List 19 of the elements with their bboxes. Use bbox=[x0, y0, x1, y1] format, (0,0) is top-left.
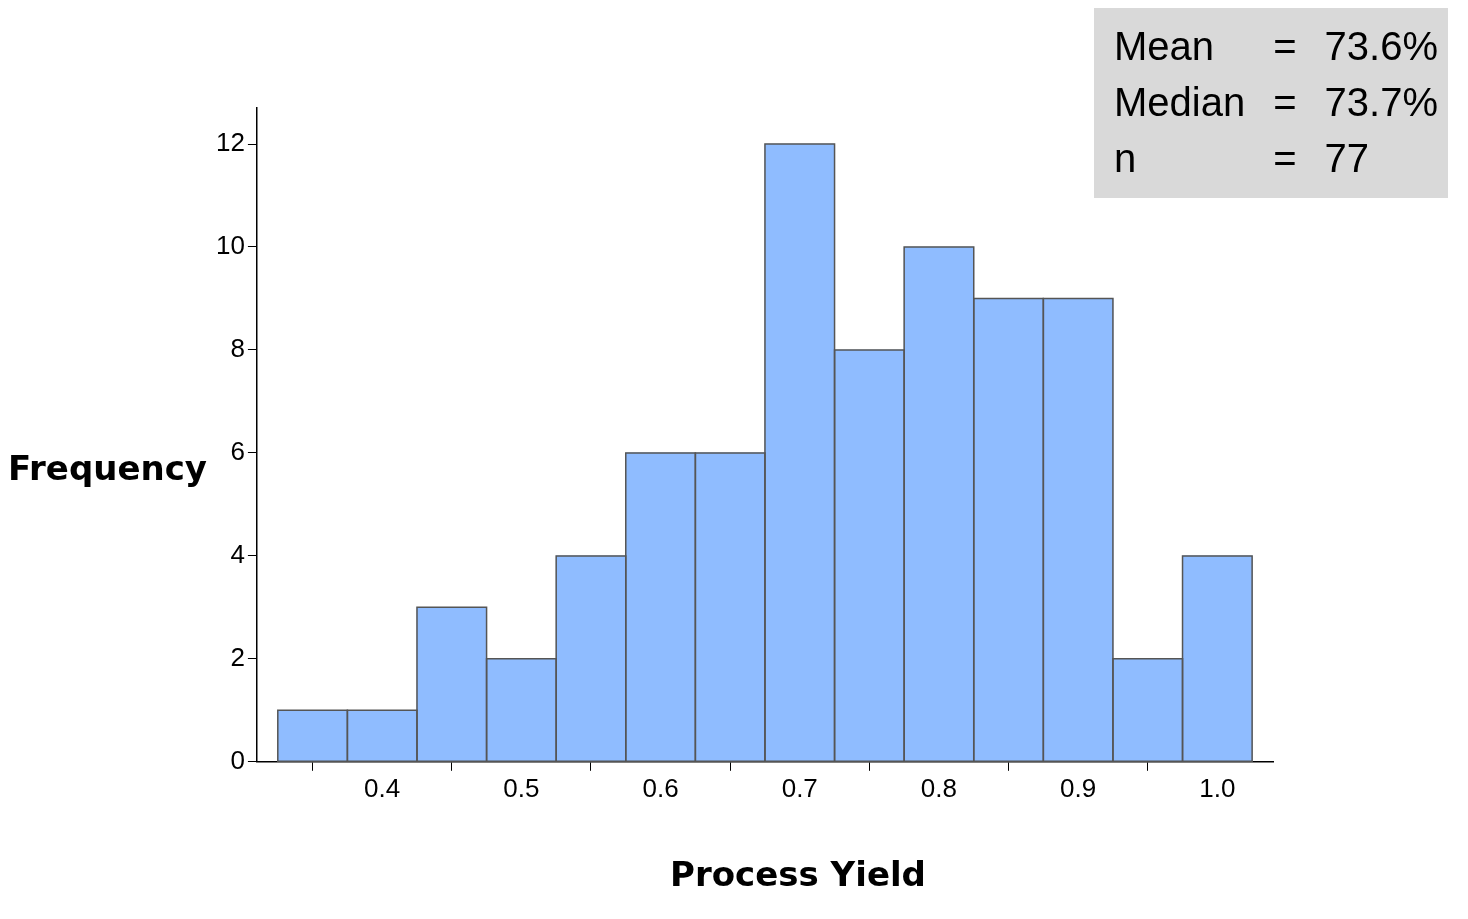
x-tick-label: 0.9 bbox=[1060, 772, 1097, 803]
text: n = 77 bbox=[1114, 136, 1370, 180]
annotation: Median = 73.7% bbox=[1114, 79, 1438, 126]
x-tick-label: 0.7 bbox=[781, 772, 818, 803]
y-axis-title: Frequency bbox=[8, 448, 208, 488]
y-tick-label: 10 bbox=[216, 230, 245, 261]
y-tick-label: 4 bbox=[230, 539, 245, 570]
x-axis-title: Process Yield bbox=[669, 854, 927, 894]
text: Mean = 73.6% bbox=[1114, 24, 1438, 68]
x-tick-label: 0.6 bbox=[642, 772, 679, 803]
x-tick-label: 0.8 bbox=[920, 772, 958, 803]
y-tick-label: 2 bbox=[230, 642, 245, 673]
y-tick-label: 8 bbox=[230, 333, 245, 364]
y-tick-label: 12 bbox=[216, 127, 245, 158]
y-tick-label: 6 bbox=[230, 436, 245, 467]
x-tick-label: 0.5 bbox=[503, 772, 540, 803]
x-tick-label: 1.0 bbox=[1199, 772, 1236, 803]
x-tick-label: 0.4 bbox=[364, 772, 401, 803]
y-tick-label: 0 bbox=[230, 744, 245, 775]
